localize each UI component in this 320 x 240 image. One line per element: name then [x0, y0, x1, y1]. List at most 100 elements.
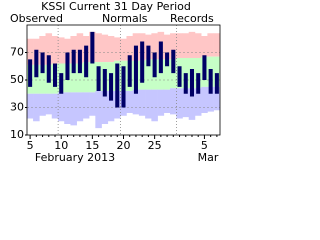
observed-bar — [165, 52, 170, 67]
record-high-band — [95, 33, 102, 63]
record-high-band — [26, 38, 34, 65]
observed-bar — [183, 73, 188, 94]
record-low-band — [145, 89, 152, 119]
normal-band — [70, 63, 77, 93]
record-high-band — [39, 36, 46, 65]
normal-band — [33, 64, 40, 94]
observed-bar — [46, 55, 51, 83]
record-low-band — [70, 92, 77, 126]
chart: KSSI Current 31 Day Period Observed Norm… — [10, 0, 221, 164]
record-high-band — [64, 38, 71, 64]
record-high-band — [201, 36, 208, 57]
observed-bar — [65, 52, 70, 80]
x-tick-label: 15 — [85, 139, 99, 152]
record-low-band — [39, 93, 46, 116]
y-tick-label: 50 — [10, 73, 24, 86]
record-low-band — [138, 89, 146, 116]
record-high-band — [182, 33, 190, 58]
normal-band — [170, 59, 177, 89]
x-tick-label: 5 — [27, 139, 34, 152]
record-high-band — [151, 33, 158, 60]
observed-bar — [77, 49, 82, 74]
observed-bar — [121, 66, 126, 108]
normal-band — [163, 59, 171, 90]
record-high-band — [114, 37, 121, 61]
observed-bar — [109, 73, 114, 101]
observed-bar — [52, 63, 58, 87]
record-high-band — [57, 37, 65, 64]
observed-bar — [196, 73, 201, 94]
record-high-band — [194, 33, 202, 58]
record-low-band — [107, 91, 115, 122]
record-low-band — [188, 88, 196, 120]
legend-normals: Normals — [102, 12, 148, 25]
normal-band — [145, 59, 152, 90]
record-low-band — [57, 92, 65, 122]
observed-bar — [189, 69, 195, 97]
observed-bar — [171, 49, 176, 74]
observed-bar — [133, 45, 138, 94]
x-tick-label: 25 — [148, 139, 162, 152]
observed-bar — [84, 45, 89, 78]
observed-bar — [102, 69, 107, 97]
observed-bar — [28, 59, 33, 87]
record-low-band — [201, 86, 208, 113]
record-low-band — [51, 93, 59, 119]
legend-records: Records — [170, 12, 214, 25]
x-tick-label: 5 — [201, 139, 208, 152]
y-tick-label: 30 — [10, 101, 24, 114]
observed-bar — [214, 73, 219, 94]
record-low-band — [64, 92, 71, 124]
record-low-band — [194, 88, 202, 116]
month-label: February 2013 — [35, 151, 115, 164]
record-low-band — [89, 92, 96, 116]
record-low-band — [126, 91, 133, 113]
normal-band — [213, 56, 221, 87]
observed-bar — [177, 66, 182, 87]
x-tick-label: 10 — [54, 139, 68, 152]
record-high-band — [176, 33, 183, 58]
observed-bar — [71, 49, 76, 74]
observed-bar — [96, 66, 101, 91]
observed-bar — [59, 73, 64, 94]
plot-frame — [26, 24, 221, 136]
observed-bar — [40, 52, 45, 74]
normal-band — [157, 59, 165, 90]
x-tick-label: 20 — [117, 139, 131, 152]
record-high-band — [188, 31, 196, 58]
record-low-band — [82, 92, 90, 119]
record-high-band — [51, 36, 59, 64]
chart-title: KSSI Current 31 Day Period — [41, 0, 191, 13]
record-low-band — [157, 89, 165, 116]
observed-bar — [90, 31, 95, 64]
record-low-band — [213, 86, 221, 111]
record-high-band — [126, 36, 133, 61]
record-low-band — [26, 93, 34, 119]
record-high-band — [163, 34, 171, 60]
observed-bar — [115, 63, 120, 108]
record-low-band — [182, 88, 190, 118]
record-high-band — [101, 34, 109, 63]
normal-band — [89, 62, 96, 93]
record-low-band — [176, 88, 183, 119]
record-low-band — [132, 89, 140, 115]
observed-bar — [208, 69, 213, 94]
record-high-band — [120, 38, 127, 61]
record-low-band — [95, 91, 102, 129]
normal-band — [76, 63, 84, 93]
y-tick-label: 10 — [10, 128, 24, 141]
record-low-band — [207, 86, 214, 112]
observed-bar — [127, 55, 132, 87]
observed-bar — [158, 41, 163, 74]
observed-bar — [34, 49, 39, 78]
month-label: Mar — [198, 151, 219, 164]
y-tick-label: 70 — [10, 46, 24, 59]
record-high-band — [207, 33, 214, 57]
record-high-band — [170, 33, 177, 60]
record-low-band — [76, 92, 84, 122]
record-low-band — [163, 89, 171, 113]
record-high-band — [213, 33, 221, 57]
record-low-band — [151, 89, 158, 122]
observed-bar — [140, 41, 145, 83]
record-high-band — [45, 33, 53, 65]
